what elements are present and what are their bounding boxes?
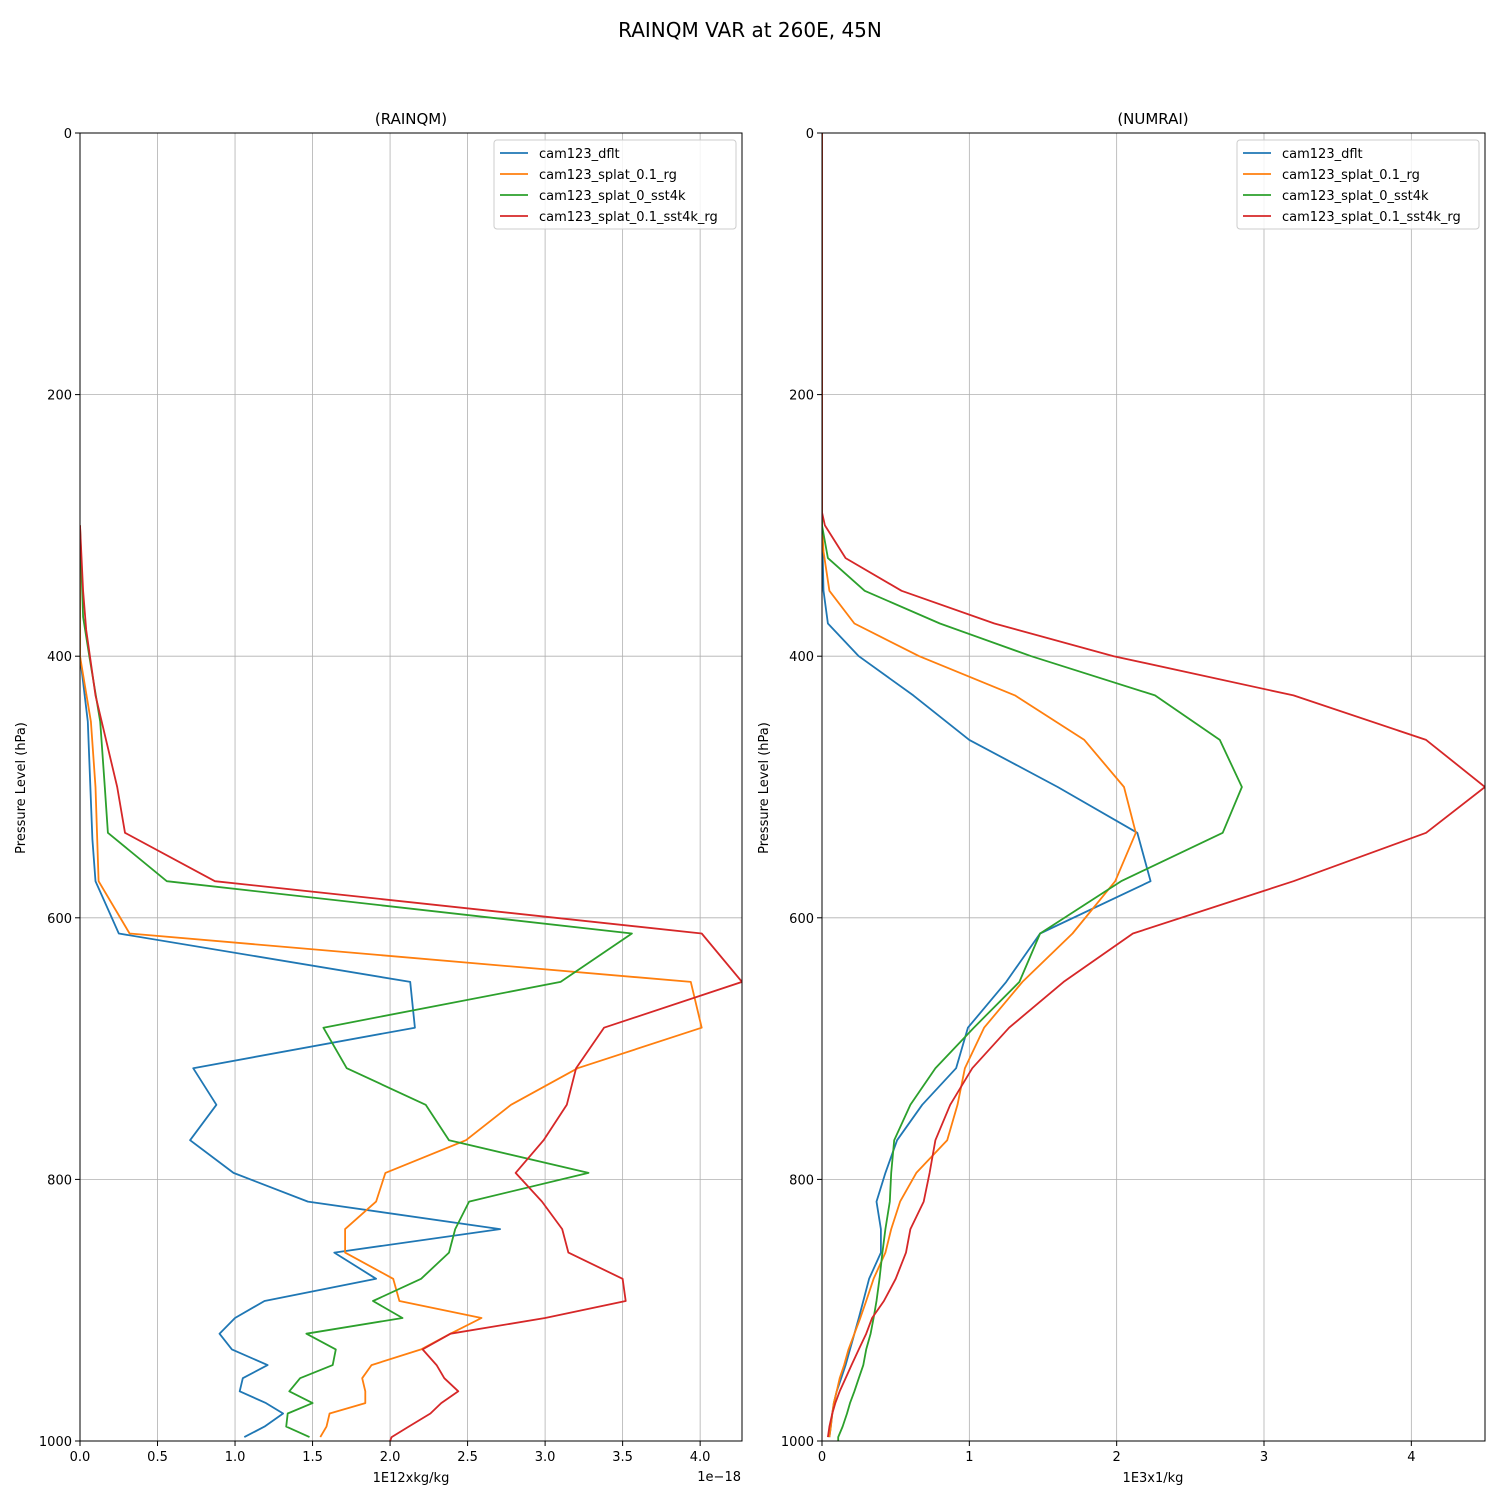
x-tick-label: 1.5 xyxy=(302,1450,323,1465)
x-axis-label: 1E3x1/kg xyxy=(1123,1471,1184,1486)
legend-box xyxy=(1236,139,1480,230)
y-tick-label: 400 xyxy=(47,650,72,665)
y-tick-label: 200 xyxy=(789,389,814,404)
legend-entry: cam123_splat_0_sst4k xyxy=(539,189,686,204)
series-line-cam123_splat_0.1_rg xyxy=(80,525,703,1438)
axes-frame xyxy=(821,132,1486,1442)
panel-numrai: (NUMRAI) 1E3x1/kg Pressure Level (hPa) 0… xyxy=(757,110,1486,1486)
y-axis-label: Pressure Level (hPa) xyxy=(757,722,772,854)
x-tick-label: 3.5 xyxy=(612,1450,633,1465)
series-line-cam123_dflt xyxy=(822,133,1152,1438)
series-line-cam123_splat_0_sst4k xyxy=(80,525,633,1438)
x-tick-label: 1 xyxy=(965,1450,973,1465)
x-tick-label: 3 xyxy=(1260,1450,1268,1465)
x-axis-label: 1E12xkg/kg xyxy=(373,1471,450,1486)
y-tick-label: 200 xyxy=(47,389,72,404)
legend-entry: cam123_splat_0.1_rg xyxy=(1282,168,1420,183)
y-tick-label: 0 xyxy=(64,127,72,142)
legend: cam123_dflt cam123_splat_0.1_rg cam123_spl… xyxy=(493,139,737,230)
y-tick-label: 800 xyxy=(47,1173,72,1188)
figure-title: RAINQM VAR at 260E, 45N xyxy=(618,18,882,42)
x-tick-label: 0.0 xyxy=(70,1450,91,1465)
legend-entry: cam123_dflt xyxy=(1282,147,1363,162)
series-line-cam123_splat_0.1_sst4k_rg xyxy=(80,525,742,1441)
y-tick-label: 400 xyxy=(789,650,814,665)
panel-title: (NUMRAI) xyxy=(1117,110,1188,128)
legend-entry: cam123_splat_0.1_sst4k_rg xyxy=(1282,210,1461,225)
series-lines xyxy=(822,133,1485,1441)
series-line-cam123_splat_0_sst4k xyxy=(822,133,1243,1441)
panel-title: (RAINQM) xyxy=(375,110,447,128)
x-tick-label: 4 xyxy=(1407,1450,1415,1465)
x-tick-label: 2.0 xyxy=(380,1450,401,1465)
y-tick-label: 600 xyxy=(789,912,814,927)
x-tick-label: 4.0 xyxy=(690,1450,711,1465)
x-axis-offset-label: 1e−18 xyxy=(697,1470,741,1485)
legend-entry: cam123_dflt xyxy=(539,147,620,162)
y-tick-label: 0 xyxy=(806,127,814,142)
x-tick-label: 0.5 xyxy=(147,1450,168,1465)
y-axis-label: Pressure Level (hPa) xyxy=(14,722,29,854)
axes-frame xyxy=(79,132,743,1442)
series-line-cam123_splat_0.1_rg xyxy=(822,133,1137,1438)
x-tick-label: 3.0 xyxy=(535,1450,556,1465)
x-tick-label: 1.0 xyxy=(225,1450,246,1465)
legend-entry: cam123_splat_0_sst4k xyxy=(1282,189,1429,204)
series-line-cam123_dflt xyxy=(80,525,502,1438)
series-lines xyxy=(80,525,742,1441)
y-tick-label: 800 xyxy=(789,1173,814,1188)
legend-entry: cam123_splat_0.1_sst4k_rg xyxy=(539,210,718,225)
legend-box xyxy=(493,139,737,230)
y-tick-label: 1000 xyxy=(39,1435,72,1450)
y-tick-label: 600 xyxy=(47,912,72,927)
legend-entry: cam123_splat_0.1_rg xyxy=(539,168,677,183)
x-tick-label: 2 xyxy=(1113,1450,1121,1465)
panel-rainqm: (RAINQM) 1E12xkg/kg Pressure Level (hPa)… xyxy=(14,110,743,1486)
y-tick-label: 1000 xyxy=(781,1435,814,1450)
x-tick-label: 2.5 xyxy=(457,1450,478,1465)
x-tick-label: 0 xyxy=(818,1450,826,1465)
legend: cam123_dflt cam123_splat_0.1_rg cam123_spl… xyxy=(1236,139,1480,230)
series-line-cam123_splat_0.1_sst4k_rg xyxy=(822,133,1485,1438)
